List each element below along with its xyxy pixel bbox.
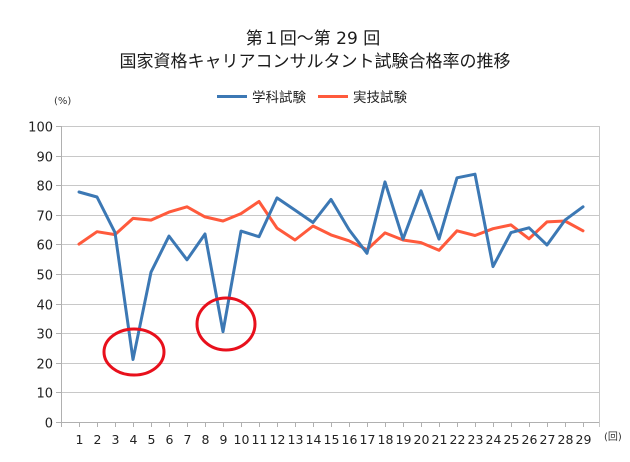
chart-legend: 学科試験 実技試験 [0, 86, 630, 106]
x-tick-label: 25 [504, 432, 520, 447]
legend-line-swatch-icon [217, 94, 247, 98]
x-tick-label: 8 [202, 432, 210, 447]
chart-title-line-2: 国家資格キャリアコンサルタント試験合格率の推移 [119, 52, 511, 72]
x-tick-label: 28 [558, 432, 574, 447]
x-tick-label: 16 [342, 432, 358, 447]
x-tick-label: 26 [522, 432, 538, 447]
x-tick-label: 10 [234, 432, 250, 447]
x-tick-label: 3 [112, 432, 120, 447]
series-line [77, 200, 585, 252]
x-tick-label: 17 [360, 432, 376, 447]
legend-label: 実技試験 [353, 90, 407, 106]
series-line [77, 172, 585, 361]
x-tick-label: 2 [94, 432, 102, 447]
x-tick-label: 5 [148, 432, 156, 447]
x-tick-label: 21 [432, 432, 448, 447]
x-tick-label: 14 [306, 432, 322, 447]
legend-label: 学科試験 [252, 90, 306, 106]
y-tick-label: 0 [45, 417, 53, 432]
y-tick-label: 100 [28, 121, 53, 136]
highlight-circle [102, 327, 166, 377]
annotation-circles [102, 296, 257, 377]
x-tick-label: 20 [414, 432, 430, 447]
x-tick-label: 13 [288, 432, 304, 447]
x-tick-label: 24 [486, 432, 502, 447]
x-tick-label: 29 [576, 432, 592, 447]
x-tick-label: 27 [540, 432, 556, 447]
y-tick-label: 80 [36, 180, 53, 195]
x-tick-label: 11 [252, 432, 268, 447]
y-tick-label: 40 [36, 299, 53, 314]
x-axis-unit: (回) [604, 432, 622, 443]
chart-title-line-1: 第１回〜第 29 回 [245, 29, 381, 49]
x-tick-label: 7 [184, 432, 192, 447]
legend-item-practical-exam: 実技試験 [318, 86, 407, 106]
y-tick-label: 50 [36, 269, 53, 284]
y-tick-label: 10 [36, 387, 53, 402]
legend-line-swatch-icon [318, 94, 348, 98]
x-tick-label: 9 [220, 432, 228, 447]
x-tick-label: 15 [324, 432, 340, 447]
y-tick-label: 70 [36, 210, 53, 225]
x-tick-label: 1 [76, 432, 84, 447]
x-tick-label: 23 [468, 432, 484, 447]
x-tick-label: 6 [166, 432, 174, 447]
y-tick-label: 60 [36, 239, 53, 254]
gridlines [61, 126, 599, 393]
data-series [77, 172, 585, 361]
highlight-circle [195, 296, 257, 352]
y-tick-label: 90 [36, 151, 53, 166]
x-tick-label: 22 [450, 432, 466, 447]
y-tick-label: 30 [36, 328, 53, 343]
y-tick-label: 20 [36, 358, 53, 373]
y-axis-unit: (%) [54, 96, 72, 107]
x-tick-label: 4 [130, 432, 138, 447]
x-tick-label: 18 [378, 432, 394, 447]
legend-item-written-exam: 学科試験 [217, 86, 306, 106]
x-tick-label: 19 [396, 432, 412, 447]
x-tick-label: 12 [270, 432, 286, 447]
